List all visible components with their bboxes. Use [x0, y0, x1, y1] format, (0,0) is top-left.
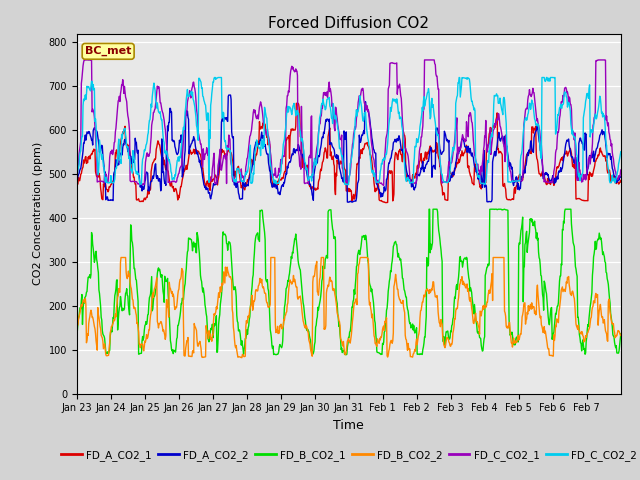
- FD_B_CO2_1: [591, 246, 598, 252]
- FD_C_CO2_2: [99, 156, 107, 162]
- FD_A_CO2_2: [345, 199, 353, 205]
- FD_C_CO2_2: [395, 110, 403, 116]
- FD_A_CO2_2: [73, 180, 81, 185]
- Line: FD_B_CO2_2: FD_B_CO2_2: [77, 257, 621, 358]
- FD_A_CO2_1: [600, 153, 607, 159]
- FD_B_CO2_2: [591, 300, 598, 306]
- FD_C_CO2_1: [395, 85, 403, 91]
- FD_C_CO2_2: [300, 144, 307, 150]
- FD_B_CO2_1: [425, 206, 433, 212]
- FD_B_CO2_1: [394, 254, 402, 260]
- FD_C_CO2_1: [600, 57, 607, 63]
- FD_B_CO2_1: [600, 249, 607, 255]
- Line: FD_C_CO2_2: FD_C_CO2_2: [77, 77, 621, 185]
- FD_A_CO2_1: [382, 200, 390, 205]
- FD_C_CO2_1: [591, 114, 598, 120]
- FD_C_CO2_1: [617, 167, 625, 173]
- FD_B_CO2_2: [617, 333, 625, 338]
- FD_C_CO2_2: [600, 110, 607, 116]
- FD_A_CO2_1: [617, 178, 625, 183]
- FD_B_CO2_1: [617, 331, 625, 336]
- Line: FD_B_CO2_1: FD_B_CO2_1: [77, 209, 621, 355]
- FD_C_CO2_2: [591, 116, 598, 121]
- FD_B_CO2_1: [99, 331, 107, 337]
- FD_B_CO2_2: [300, 320, 308, 326]
- Text: BC_met: BC_met: [85, 46, 131, 57]
- FD_C_CO2_2: [73, 173, 81, 179]
- FD_A_CO2_1: [292, 100, 300, 106]
- FD_C_CO2_1: [73, 170, 81, 176]
- FD_C_CO2_1: [175, 171, 182, 177]
- FD_B_CO2_2: [117, 254, 125, 260]
- Line: FD_A_CO2_1: FD_A_CO2_1: [77, 103, 621, 203]
- FD_B_CO2_2: [600, 320, 607, 326]
- FD_A_CO2_1: [99, 197, 107, 203]
- FD_B_CO2_1: [73, 330, 81, 336]
- FD_B_CO2_1: [273, 352, 280, 358]
- FD_A_CO2_2: [591, 154, 598, 159]
- FD_C_CO2_1: [380, 182, 388, 188]
- FD_A_CO2_2: [395, 136, 403, 142]
- FD_C_CO2_1: [81, 57, 89, 63]
- Y-axis label: CO2 Concentration (ppm): CO2 Concentration (ppm): [33, 142, 43, 285]
- FD_B_CO2_1: [174, 323, 182, 328]
- FD_C_CO2_1: [300, 143, 307, 149]
- FD_B_CO2_2: [238, 355, 246, 360]
- FD_A_CO2_2: [617, 174, 625, 180]
- FD_A_CO2_2: [600, 129, 607, 134]
- Line: FD_A_CO2_2: FD_A_CO2_2: [77, 95, 621, 202]
- FD_A_CO2_2: [99, 153, 107, 159]
- Line: FD_C_CO2_1: FD_C_CO2_1: [77, 60, 621, 185]
- FD_C_CO2_2: [345, 182, 353, 188]
- FD_C_CO2_1: [100, 179, 108, 185]
- FD_A_CO2_2: [300, 155, 307, 161]
- X-axis label: Time: Time: [333, 419, 364, 432]
- FD_C_CO2_2: [174, 157, 182, 163]
- FD_B_CO2_2: [395, 293, 403, 299]
- Legend: FD_A_CO2_1, FD_A_CO2_2, FD_B_CO2_1, FD_B_CO2_2, FD_C_CO2_1, FD_C_CO2_2: FD_A_CO2_1, FD_A_CO2_2, FD_B_CO2_1, FD_B…: [57, 445, 640, 465]
- FD_C_CO2_2: [211, 74, 218, 80]
- FD_A_CO2_1: [300, 155, 307, 161]
- FD_A_CO2_1: [174, 197, 182, 203]
- FD_A_CO2_1: [395, 151, 403, 157]
- FD_B_CO2_2: [175, 288, 182, 294]
- Title: Forced Diffusion CO2: Forced Diffusion CO2: [268, 16, 429, 31]
- FD_B_CO2_2: [99, 339, 107, 345]
- FD_C_CO2_2: [617, 149, 625, 155]
- FD_A_CO2_2: [225, 92, 233, 98]
- FD_A_CO2_1: [73, 182, 81, 188]
- FD_A_CO2_2: [174, 151, 182, 156]
- FD_A_CO2_1: [591, 163, 598, 168]
- FD_B_CO2_1: [300, 300, 307, 306]
- FD_B_CO2_2: [73, 324, 81, 330]
